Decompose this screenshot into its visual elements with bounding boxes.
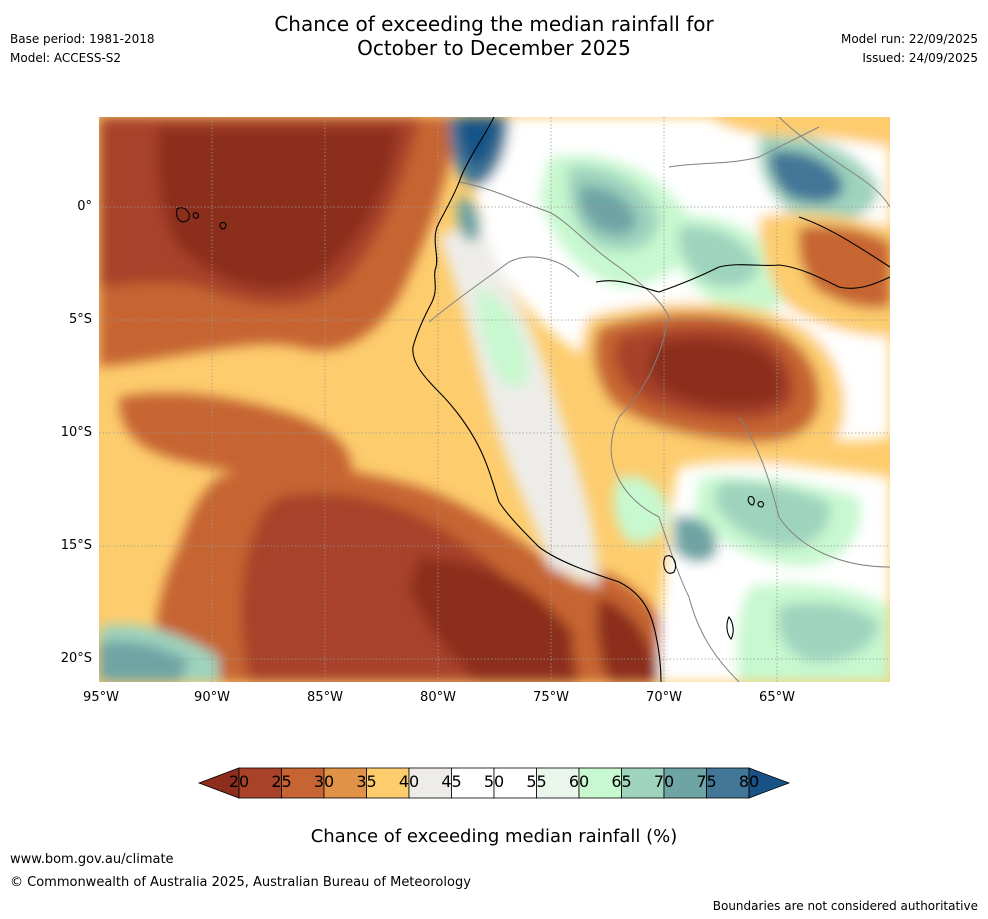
- model-name: Model: ACCESS-S2: [10, 51, 122, 65]
- colorbar-extend-high: [748, 767, 791, 799]
- colorbar-tick: 75: [696, 772, 717, 791]
- lat-label-20s: 20°S: [60, 651, 92, 666]
- lat-label-10s: 10°S: [60, 425, 92, 440]
- colorbar: [197, 767, 791, 799]
- footer-url[interactable]: www.bom.gov.au/climate: [10, 852, 174, 867]
- title-line-1: Chance of exceeding the median rainfall …: [274, 12, 714, 36]
- base-period: Base period: 1981-2018: [10, 32, 155, 46]
- lon-label-90w: 90°W: [194, 690, 230, 705]
- lat-label-5s: 5°S: [68, 312, 92, 327]
- colorbar-swatch: [281, 767, 325, 799]
- colorbar-tick: 45: [441, 772, 462, 791]
- meta-left: Base period: 1981-2018 Model: ACCESS-S2: [10, 30, 155, 68]
- colorbar-tick: 55: [526, 772, 547, 791]
- lat-label-15s: 15°S: [60, 538, 92, 553]
- colorbar-tick: 50: [483, 772, 505, 791]
- colorbar-tick: 35: [356, 772, 377, 791]
- colorbar-swatch: [706, 767, 750, 799]
- title-line-2: October to December 2025: [357, 36, 631, 60]
- probability-field: [99, 117, 890, 682]
- colorbar-swatch: [493, 767, 537, 799]
- lon-label-80w: 80°W: [420, 690, 456, 705]
- colorbar-tick: 80: [738, 772, 760, 791]
- rainfall-probability-map: [99, 117, 890, 682]
- coastline: [176, 117, 890, 682]
- lon-label-65w: 65°W: [759, 690, 795, 705]
- map-title: Chance of exceeding the median rainfall …: [0, 12, 988, 60]
- model-run: Model run: 22/09/2025: [840, 32, 978, 46]
- issued-date: Issued: 24/09/2025: [862, 51, 978, 65]
- colorbar-swatch: [536, 767, 580, 799]
- lat-label-0: 0°: [77, 199, 92, 214]
- colorbar-swatch: [323, 767, 367, 799]
- footer-copyright: © Commonwealth of Australia 2025, Austra…: [10, 875, 471, 890]
- colorbar-swatches: [197, 767, 791, 799]
- colorbar-tick: 20: [228, 772, 250, 791]
- graticule: [99, 117, 890, 682]
- colorbar-swatch: [663, 767, 707, 799]
- colorbar-tick: 40: [398, 772, 420, 791]
- colorbar-tick: 65: [611, 772, 632, 791]
- colorbar-swatch: [366, 767, 410, 799]
- colorbar-tick: 60: [568, 772, 590, 791]
- meta-right: Model run: 22/09/2025 Issued: 24/09/2025: [841, 30, 978, 68]
- lon-label-70w: 70°W: [646, 690, 682, 705]
- colorbar-tick: 25: [271, 772, 292, 791]
- colorbar-tick: 70: [653, 772, 675, 791]
- colorbar-title: Chance of exceeding median rainfall (%): [310, 826, 678, 847]
- footer-disclaimer: Boundaries are not considered authoritat…: [712, 899, 978, 913]
- colorbar-swatch: [578, 767, 622, 799]
- lon-label-85w: 85°W: [307, 690, 343, 705]
- colorbar-swatch: [451, 767, 495, 799]
- lon-label-75w: 75°W: [533, 690, 569, 705]
- colorbar-swatch: [621, 767, 665, 799]
- colorbar-tick: 30: [313, 772, 335, 791]
- lon-label-95w: 95°W: [83, 690, 119, 705]
